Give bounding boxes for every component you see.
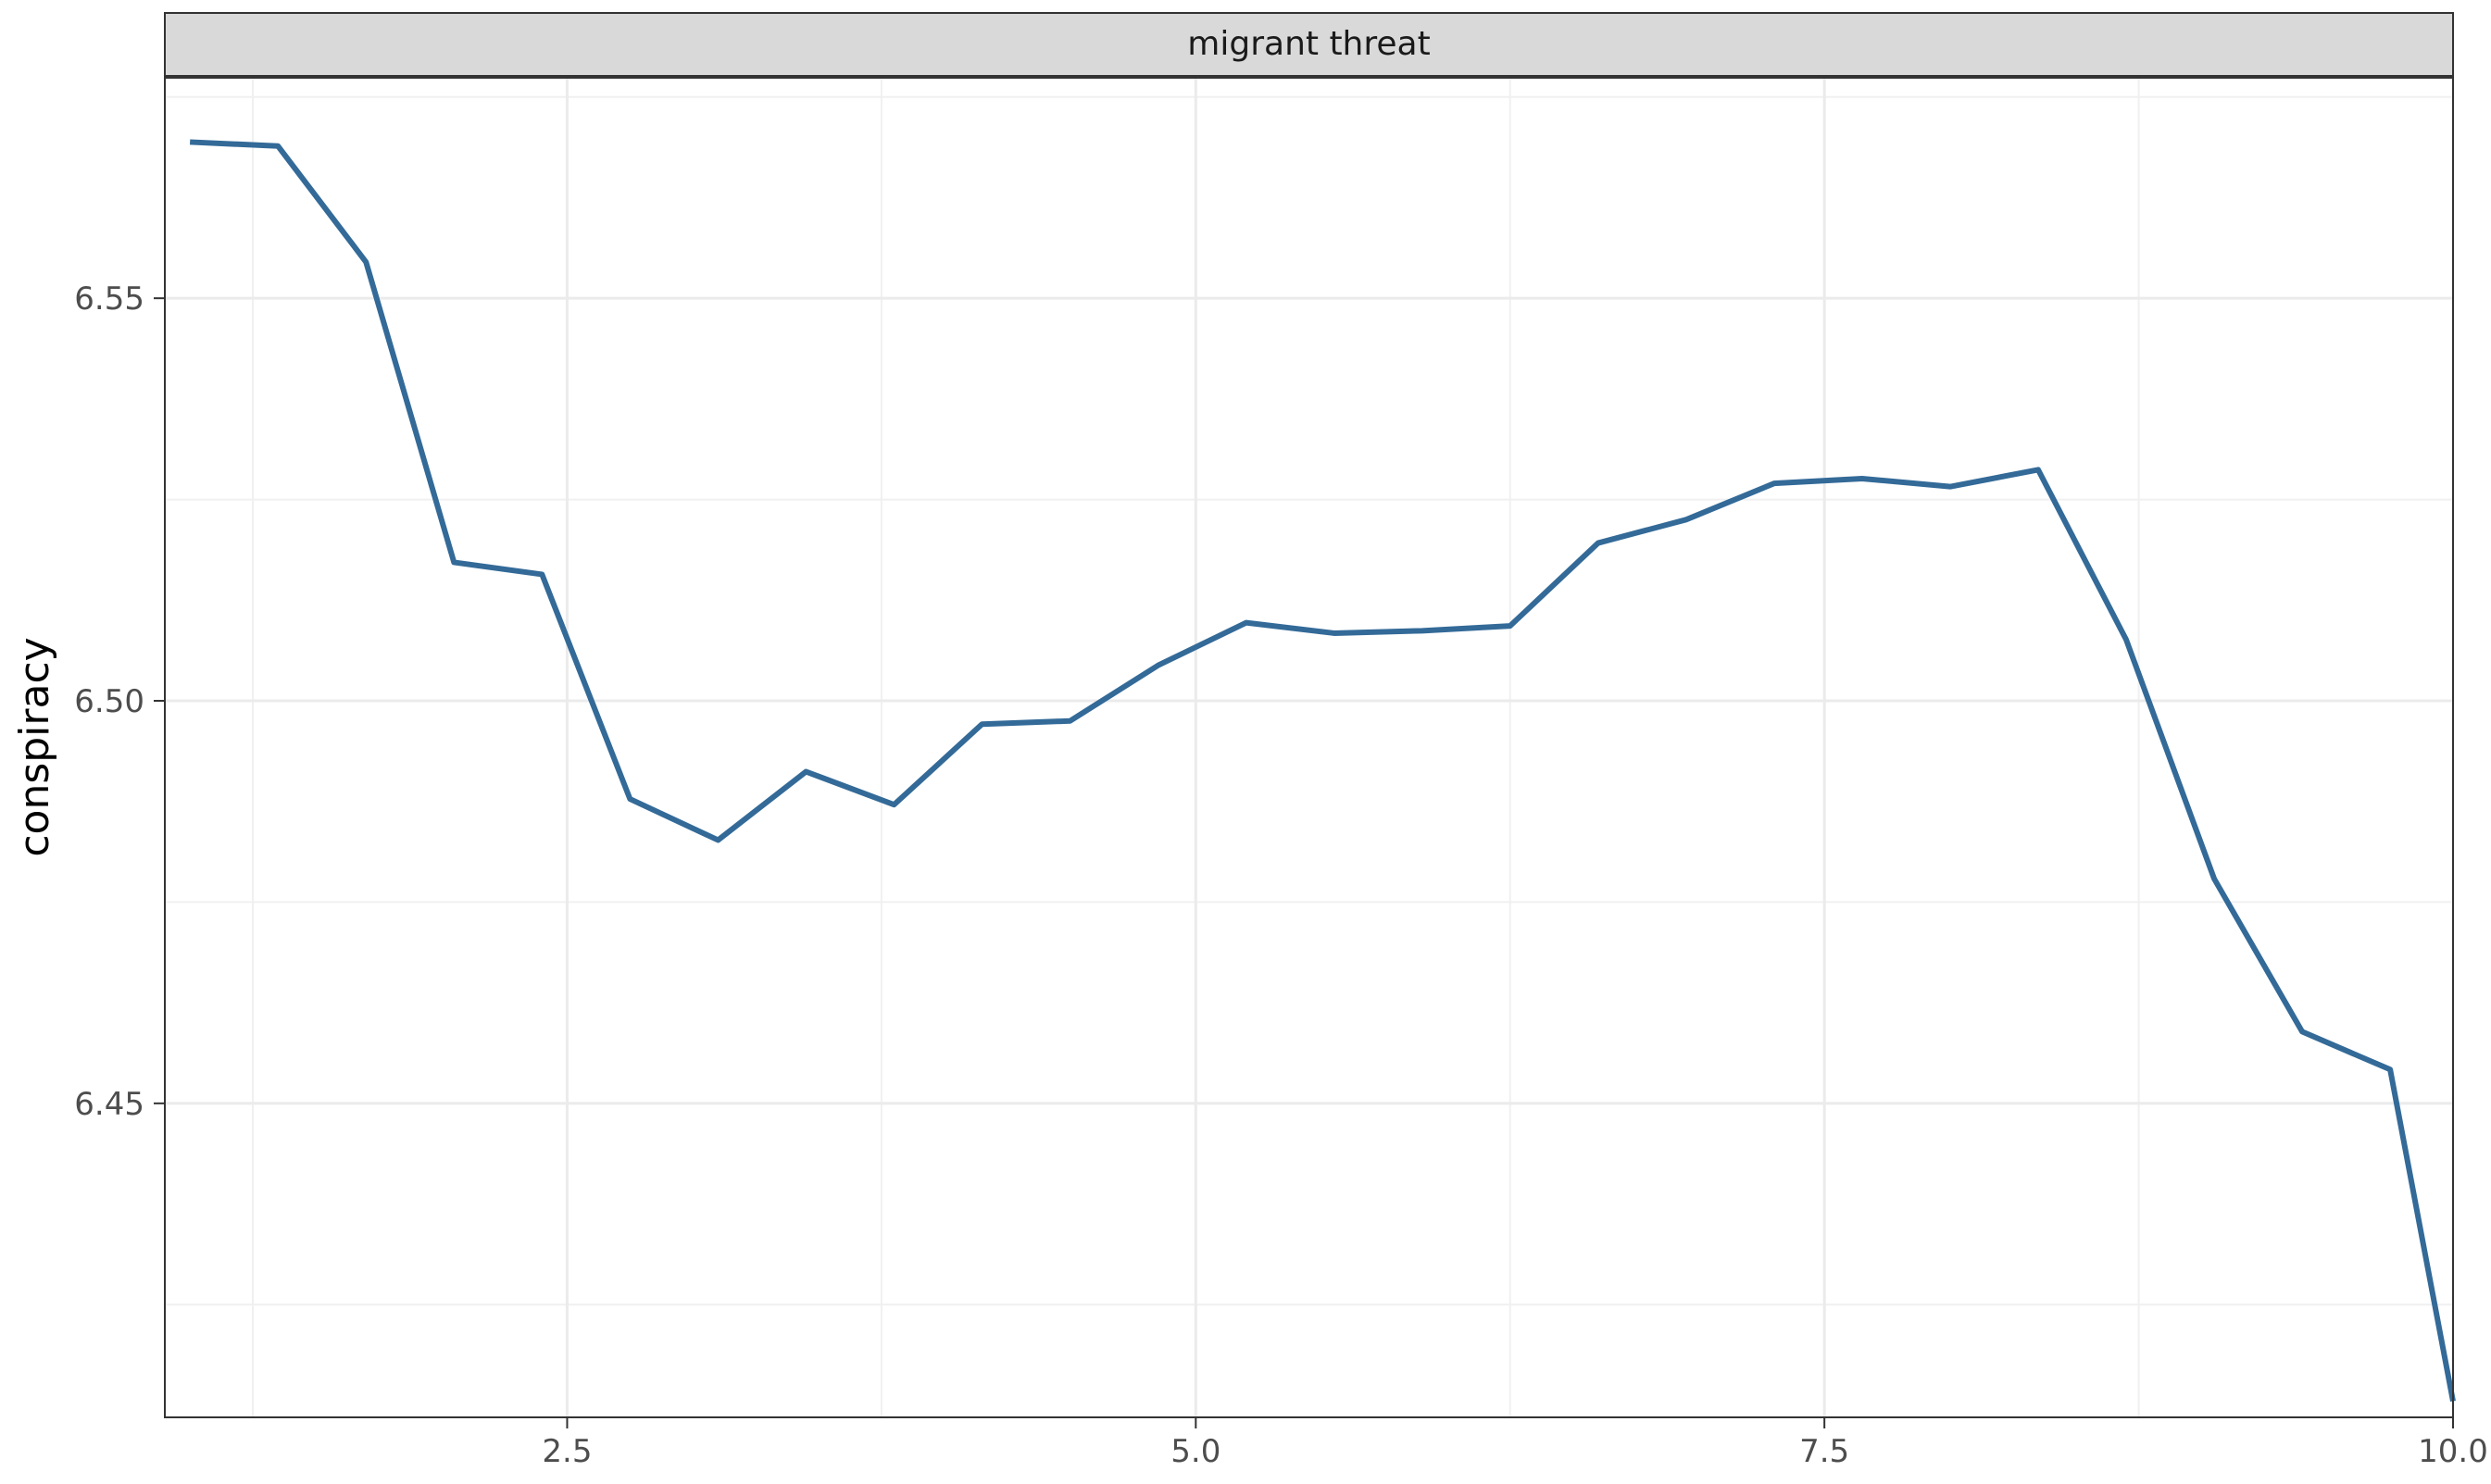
data-point-0 (187, 139, 193, 144)
data-point-19 (1859, 476, 1865, 481)
data-point-7 (803, 769, 808, 775)
facet-strip-label: migrant threat (1187, 25, 1430, 63)
facet-strip (164, 12, 2454, 78)
data-point-24 (2299, 1029, 2305, 1034)
data-point-10 (1068, 718, 1073, 724)
y-tick-label-1: 6.50 (74, 683, 144, 720)
x-tick-label-0: 2.5 (542, 1433, 592, 1470)
data-point-22 (2123, 637, 2129, 642)
data-point-15 (1508, 623, 1513, 629)
x-tick-label-1: 5.0 (1170, 1433, 1220, 1470)
data-point-18 (1771, 480, 1777, 486)
data-point-11 (1156, 663, 1161, 668)
data-point-21 (2035, 467, 2041, 472)
data-point-12 (1244, 620, 1249, 626)
x-axis-ticks: 2.5 5.0 7.5 10.0 (542, 1417, 2488, 1470)
data-point-5 (627, 796, 632, 802)
y-axis-title: conspiracy (11, 637, 58, 856)
data-point-4 (539, 571, 545, 577)
y-axis-ticks: 6.45 6.50 6.55 (74, 281, 165, 1123)
data-point-13 (1332, 630, 1337, 636)
data-point-8 (891, 802, 896, 807)
data-point-20 (1947, 484, 1953, 490)
data-point-23 (2211, 876, 2217, 881)
data-point-25 (2387, 1066, 2393, 1072)
data-point-17 (1684, 517, 1689, 522)
data-point-1 (275, 143, 281, 149)
major-gridlines (165, 77, 2453, 1417)
x-tick-label-3: 10.0 (2418, 1433, 2488, 1470)
data-point-16 (1596, 541, 1601, 546)
data-point-3 (451, 559, 457, 565)
data-point-9 (980, 721, 985, 727)
series-line (190, 139, 2456, 1403)
data-point-2 (363, 259, 369, 265)
data-point-6 (715, 837, 720, 842)
minor-gridlines (165, 77, 2453, 1417)
y-tick-label-2: 6.55 (74, 281, 144, 318)
data-point-14 (1420, 628, 1425, 633)
x-tick-label-2: 7.5 (1799, 1433, 1849, 1470)
y-tick-label-0: 6.45 (74, 1086, 144, 1123)
